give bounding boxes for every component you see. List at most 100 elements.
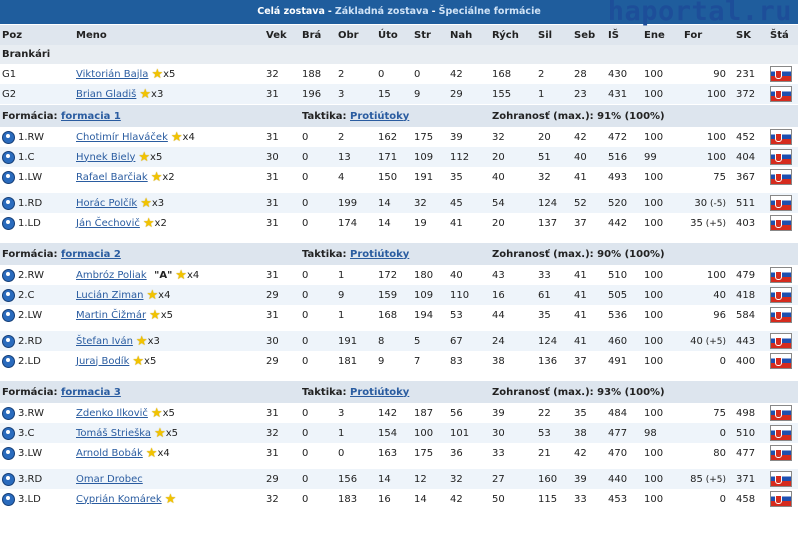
position-cell: 3.LW	[0, 443, 74, 463]
player-name-link[interactable]: Arnold Bobák	[76, 447, 143, 459]
stat-vek: 31	[264, 193, 300, 213]
player-name-link[interactable]: Tomáš Strieška	[76, 427, 152, 439]
slovakia-flag-icon	[770, 333, 792, 349]
stat-bra: 0	[302, 407, 309, 419]
position-cell: 2.LD	[0, 351, 74, 371]
form-modifier: (+5)	[702, 218, 726, 229]
stat-obr: 0	[338, 447, 345, 459]
form-value: 100	[706, 151, 726, 163]
formation-label: Formácia:	[2, 248, 58, 260]
tactic-link[interactable]: Protiútoky	[350, 110, 410, 122]
stat-ene: 100	[644, 407, 664, 419]
star-icon: ★	[142, 215, 155, 231]
stat-rych: 39	[492, 407, 505, 419]
player-name-link[interactable]: Viktorián Bajla	[76, 68, 149, 80]
form-value: 40	[690, 335, 703, 347]
stat-bra: 0	[300, 193, 336, 213]
player-name-link[interactable]: Horác Polčík	[76, 197, 138, 209]
stat-for: 100	[682, 127, 734, 147]
player-name-link[interactable]: Ambróz Poliak	[76, 269, 147, 281]
player-name-link[interactable]: Hynek Biely	[76, 151, 136, 163]
stat-seb: 38	[572, 423, 606, 443]
stat-for: 100	[682, 147, 734, 167]
star-multiplier: x5	[144, 355, 157, 367]
formation-name-link[interactable]: formacia 1	[60, 110, 121, 122]
player-row: 1.LW Rafael Barčiak ★x2 31 0 4 150 191 35 40 32 41 4…	[0, 167, 798, 187]
stat-is: 505	[606, 285, 642, 305]
stat-ene: 100	[644, 131, 664, 143]
star-multiplier: x3	[151, 197, 165, 209]
player-position-icon	[2, 196, 15, 210]
position-cell: 1.RW	[0, 127, 74, 147]
player-name-cell: Ján Čechovič ★x2	[74, 213, 264, 233]
stat-uto: 0	[378, 68, 385, 80]
player-name-link[interactable]: Rafael Barčiak	[76, 171, 148, 183]
player-name-link[interactable]: Zdenko Ilkovič	[76, 407, 148, 419]
formation-label: Formácia:	[2, 110, 58, 122]
position-cell: 3.LD	[0, 489, 74, 509]
form-value: 100	[706, 131, 726, 143]
stat-nah: 110	[448, 285, 490, 305]
stat-obr: 2	[338, 131, 345, 143]
tactic-link[interactable]: Protiútoky	[350, 248, 410, 260]
player-position-icon	[2, 150, 15, 164]
stat-nah: 112	[448, 147, 490, 167]
stat-ene: 100	[642, 469, 682, 489]
star-icon: ★	[175, 267, 187, 283]
stat-for: 35 (+5)	[682, 213, 734, 233]
stat-vek: 31	[266, 171, 279, 183]
tab-zakladna-zostava[interactable]: Základná zostava	[334, 6, 429, 17]
table-header-row: Poz Meno Vek Brá Obr Úto Str Nah Rých Sil Seb IŠ Ene…	[0, 25, 798, 45]
tab-cela-zostava[interactable]: Celá zostava	[257, 6, 325, 17]
player-row: 3.LW Arnold Bobák ★x4 31 0 0 163 175 36 33 21 42 470…	[0, 443, 798, 463]
formation-name-link[interactable]: formacia 2	[60, 248, 121, 260]
player-name-link[interactable]: Martin Čižmár	[76, 309, 147, 321]
stat-is: 484	[608, 407, 628, 419]
stat-sil: 33	[538, 269, 551, 281]
tactic-link[interactable]: Protiútoky	[350, 386, 410, 398]
stat-uto: 171	[376, 147, 412, 167]
player-name-link[interactable]: Juraj Bodík	[76, 355, 130, 367]
slovakia-flag-icon	[770, 86, 792, 102]
column-header: Obr	[336, 25, 376, 45]
player-position-icon	[2, 406, 15, 420]
stat-uto: 142	[378, 407, 398, 419]
stat-for: 100	[682, 265, 734, 285]
stat-ene: 100	[644, 68, 664, 80]
stat-bra: 196	[300, 84, 336, 105]
star-multiplier: x5	[150, 151, 163, 163]
position-label: 1.RD	[18, 197, 43, 209]
position-label: 2.C	[18, 289, 35, 301]
stat-vek: 31	[266, 309, 279, 321]
position-cell: 2.LW	[0, 305, 74, 325]
stat-bra: 0	[300, 147, 336, 167]
column-header: Str	[412, 25, 448, 45]
stat-is: 453	[608, 493, 628, 505]
stat-sk: 510	[734, 423, 768, 443]
stat-uto: 14	[376, 469, 412, 489]
player-name-link[interactable]: Cyprián Komárek	[76, 493, 162, 505]
player-name-link[interactable]: Štefan Iván	[76, 335, 133, 347]
player-position-icon	[2, 216, 15, 230]
stat-is: 440	[606, 469, 642, 489]
stat-obr: 191	[336, 331, 376, 351]
player-name-link[interactable]: Chotimír Hlaváček	[76, 131, 168, 143]
stat-obr: 1	[336, 423, 376, 443]
tab-specialne-formacie[interactable]: Špeciálne formácie	[438, 6, 541, 17]
form-value: 85	[690, 473, 703, 485]
player-name-link[interactable]: Ján Čechovič	[76, 217, 140, 229]
player-name-link[interactable]: Brian Gladiš	[76, 88, 137, 100]
slovakia-flag-icon	[770, 353, 792, 369]
stat-obr: 156	[336, 469, 376, 489]
player-name-link[interactable]: Omar Drobec	[76, 473, 143, 485]
player-name-link[interactable]: Lucián Ziman	[76, 289, 144, 301]
form-modifier: (-5)	[707, 198, 726, 209]
stat-rych: 43	[492, 269, 505, 281]
stat-ene: 100	[644, 309, 664, 321]
stat-str: 100	[412, 423, 448, 443]
stat-sil: 124	[536, 193, 572, 213]
stat-vek: 30	[264, 331, 300, 351]
form-value: 75	[713, 407, 726, 419]
stat-obr: 4	[338, 171, 345, 183]
formation-name-link[interactable]: formacia 3	[60, 386, 121, 398]
